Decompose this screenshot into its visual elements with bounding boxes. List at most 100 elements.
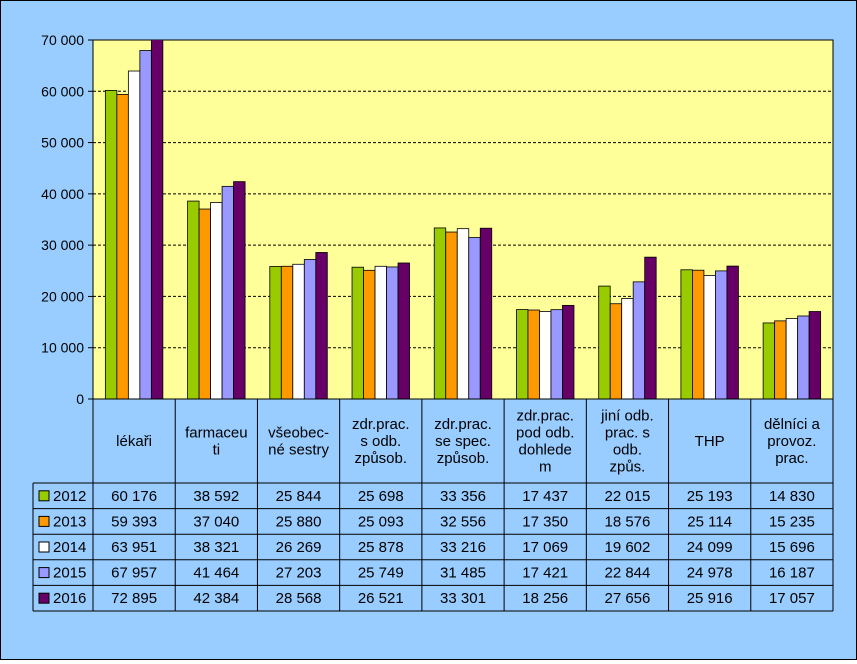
data-label: 33 216	[440, 539, 486, 556]
bar	[609, 303, 623, 399]
bar	[374, 265, 387, 399]
bar	[456, 228, 470, 399]
data-label: 37 040	[193, 513, 239, 530]
data-label: 17 421	[522, 565, 568, 582]
y-tick-label: 30 000	[41, 237, 84, 253]
data-label: 33 301	[440, 590, 486, 607]
category-label-line: provoz.	[767, 433, 816, 450]
bar	[726, 265, 739, 399]
bar	[539, 311, 552, 399]
bar	[303, 259, 317, 399]
y-tick-label: 40 000	[41, 186, 84, 202]
data-label: 17 437	[522, 488, 568, 505]
bar	[550, 309, 563, 399]
legend-label: 2015	[53, 565, 86, 582]
category-label: zdr.prac. s odb. způsob.	[352, 416, 410, 467]
data-label: 22 015	[604, 488, 650, 505]
bar	[397, 262, 410, 399]
y-tick-label: 20 000	[41, 288, 84, 304]
legend-key	[38, 490, 50, 502]
legend-key	[38, 567, 50, 579]
bar	[221, 185, 234, 399]
data-label: 25 878	[358, 539, 404, 556]
category-label-line: farmaceu	[185, 425, 248, 442]
category-label-line: zdr.prac.	[516, 408, 574, 425]
data-label: 24 099	[687, 539, 733, 556]
category-label-line: způs.	[610, 459, 646, 476]
data-label: 33 356	[440, 488, 486, 505]
category-label-line: né sestry	[268, 442, 329, 459]
category-label-line: jiní odb.	[600, 408, 654, 425]
category-label-line: m	[539, 459, 552, 476]
data-label: 63 951	[111, 539, 157, 556]
bar	[351, 266, 364, 399]
bar	[315, 252, 328, 399]
data-label: 25 916	[687, 590, 733, 607]
category-label-line: způsob.	[437, 450, 490, 467]
data-label: 17 069	[522, 539, 568, 556]
category-label-line: se spec.	[435, 433, 491, 450]
data-label: 31 485	[440, 565, 486, 582]
data-label: 28 568	[276, 590, 322, 607]
data-label: 32 556	[440, 513, 486, 530]
category-label-line: prac. s	[605, 425, 650, 442]
bar	[150, 40, 164, 399]
bar	[703, 275, 716, 399]
bar	[598, 285, 611, 399]
bars	[104, 40, 822, 399]
data-label: 72 895	[111, 590, 157, 607]
data-label: 25 698	[358, 488, 404, 505]
data-label: 60 176	[111, 488, 157, 505]
bar	[269, 266, 282, 399]
category-label: zdr.prac. pod odb. dohlede m	[516, 408, 574, 476]
legend-key	[38, 592, 50, 604]
data-table: lékaři farmaceu ti všeobec-né sestry zdr.pra…	[32, 398, 834, 612]
bar	[632, 281, 646, 399]
category-label-line: ti	[213, 442, 221, 459]
bar	[644, 256, 657, 399]
category-label-line: THP	[695, 433, 725, 450]
bar	[797, 315, 810, 399]
bar	[210, 202, 223, 399]
bar	[785, 318, 799, 399]
bar	[127, 70, 141, 399]
category-label-line: lékaři	[116, 433, 152, 450]
y-tick-label: 70 000	[41, 32, 84, 48]
legend-label: 2012	[53, 488, 86, 505]
category-label-line: zdr.prac.	[434, 416, 492, 433]
category-label: zdr.prac. se spec. způsob.	[434, 416, 492, 467]
category-label-line: dělníci a	[764, 416, 821, 433]
category-label: jiní odb. prac. s odb. způs.	[600, 408, 654, 476]
legend-key	[38, 515, 50, 527]
data-label: 25 114	[687, 513, 732, 530]
y-tick-label: 50 000	[41, 135, 84, 151]
data-label: 25 749	[358, 565, 404, 582]
data-label: 22 844	[604, 565, 650, 582]
category-label-line: prac.	[775, 450, 808, 467]
bar	[516, 309, 529, 399]
category-label-line: všeobec-	[268, 425, 329, 442]
data-label: 15 696	[769, 539, 815, 556]
data-label: 14 830	[769, 488, 815, 505]
bar	[139, 50, 152, 399]
data-label: 27 203	[276, 565, 322, 582]
data-label: 24 978	[687, 565, 733, 582]
bar	[386, 266, 399, 399]
bar	[621, 298, 634, 399]
data-label: 42 384	[193, 590, 239, 607]
bar	[562, 304, 575, 399]
data-label: 15 235	[769, 513, 815, 530]
category-label: všeobec-né sestry	[268, 425, 329, 459]
bar	[762, 322, 776, 399]
category-label: THP	[695, 433, 725, 450]
bar	[187, 200, 200, 399]
data-label: 26 269	[276, 539, 322, 556]
category-label-line: dohlede	[519, 442, 572, 459]
category-label-line: způsob.	[355, 450, 408, 467]
bar	[479, 227, 493, 399]
y-axis: 0 10 000 20 000 30 000 40 000 50 000 60 000 70 …	[41, 32, 94, 407]
bar	[116, 93, 129, 399]
bar	[774, 320, 787, 399]
